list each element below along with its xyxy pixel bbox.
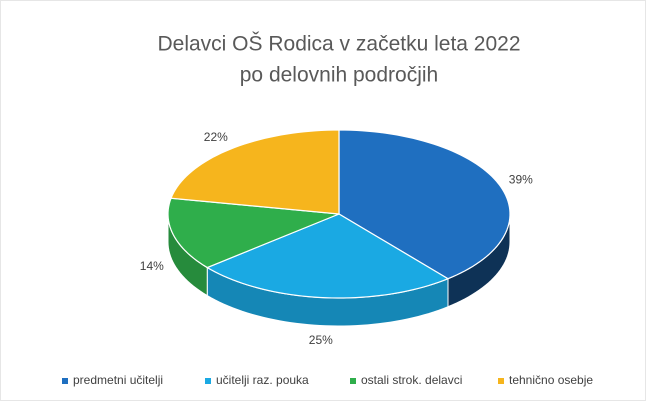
pie-slice <box>338 129 511 280</box>
data-label: 22% <box>204 130 228 144</box>
legend-swatch <box>350 378 356 384</box>
pie-slice <box>167 197 340 269</box>
pie-slice <box>170 129 340 215</box>
legend-swatch <box>498 378 504 384</box>
legend-label: tehnično osebje <box>509 373 593 387</box>
legend-label: ostali strok. delavci <box>361 373 462 387</box>
data-label: 25% <box>309 333 333 347</box>
data-label: 39% <box>509 173 533 187</box>
legend: predmetni učitelji učitelji raz. pouka ost… <box>62 373 593 387</box>
legend-swatch <box>62 378 68 384</box>
legend-label: predmetni učitelji <box>73 373 163 387</box>
legend-swatch <box>205 378 211 384</box>
data-label: 14% <box>140 259 164 273</box>
pie-slice <box>205 213 450 299</box>
pie-tops <box>167 129 511 299</box>
legend-label: učitelji raz. pouka <box>216 373 309 387</box>
data-labels: 39% 25% 14% 22% <box>140 130 533 347</box>
chart-title: po delovnih področjih <box>240 64 438 87</box>
chart-title: Delavci OŠ Rodica v začetku leta 2022 <box>157 33 520 56</box>
